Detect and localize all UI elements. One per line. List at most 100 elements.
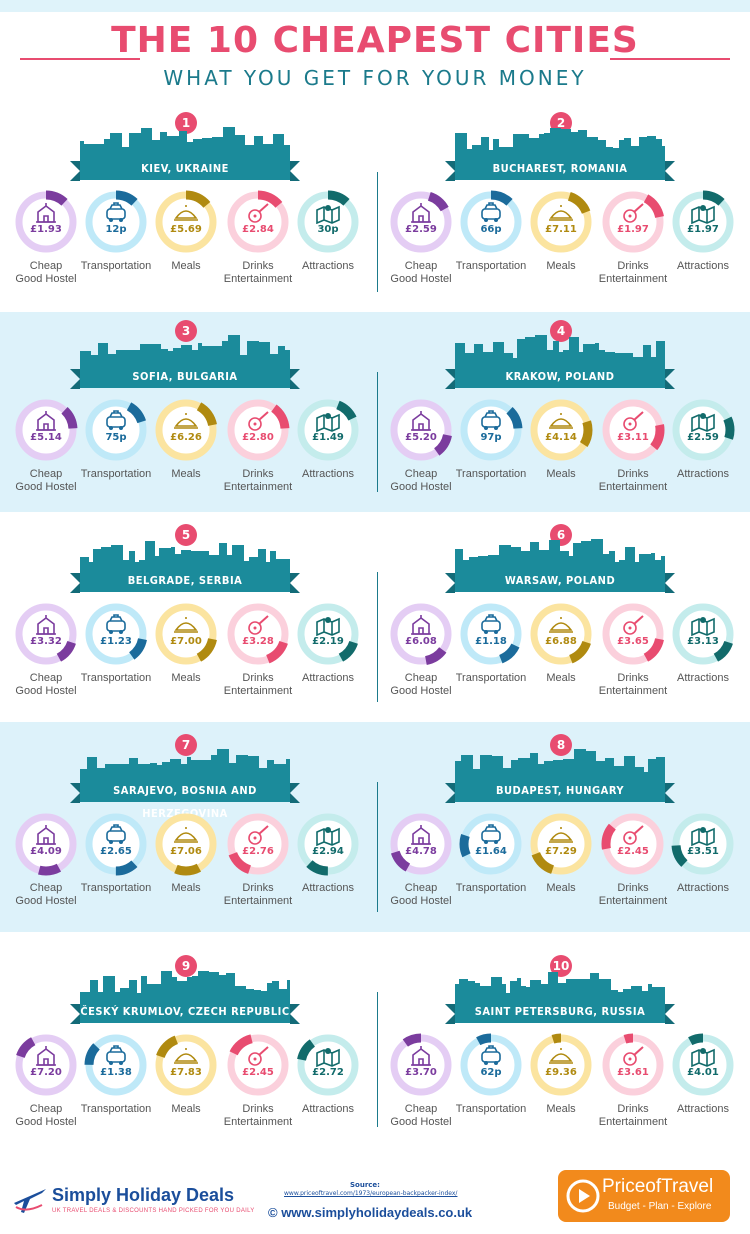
attractions-label: Attractions [677,468,729,480]
cloche-icon [172,202,200,224]
map-icon [689,614,717,637]
hostel-price: £5.20 [405,432,437,443]
taxi-icon [102,614,130,636]
meals-price: £4.14 [545,432,577,443]
price-of-travel-logo[interactable]: PriceofTravel Budget - Plan - Explore [558,1170,730,1222]
transport-price: 62p [480,1067,502,1078]
partner-name: PriceofTravel [602,1176,714,1197]
drinks-label: Drinks Entertainment [223,672,293,697]
transport-price: £2.65 [100,846,132,857]
transport-label: Transportation [80,672,152,684]
drinks-label: Drinks Entertainment [598,672,668,697]
hostel-label: Cheap Good Hostel [15,1103,77,1128]
site-link[interactable]: © www.simplyholidaydeals.co.uk [268,1205,473,1220]
transport-ring [459,602,523,666]
attractions-label: Attractions [677,672,729,684]
attractions-price: £1.97 [687,224,719,235]
transport-label: Transportation [80,468,152,480]
title-rule-right [610,58,730,60]
hostel-label: Cheap Good Hostel [390,468,452,493]
attractions-label: Attractions [677,882,729,894]
city-name: KRAKOW, POLAND [505,370,615,383]
meals-label: Meals [171,882,201,894]
guitar-icon [619,824,647,846]
source-link[interactable]: www.priceoftravel.com/1973/european-back… [284,1190,458,1197]
airplane-icon [14,1189,46,1213]
transport-ring [459,1033,523,1097]
map-icon [314,1045,342,1068]
meals-price: £6.88 [545,636,577,647]
meals-ring [154,398,218,462]
hostel-icon [407,410,435,432]
drinks-label: Drinks Entertainment [598,260,668,285]
brand-name: Simply Holiday Deals [52,1185,235,1205]
meals-price: £9.36 [545,1067,577,1078]
drinks-price: £2.45 [242,1067,274,1078]
attractions-price: £2.94 [312,846,344,857]
city-card: 6 WARSAW, POLAND £6.08 Cheap Good Hostel £1.… [375,524,750,724]
partner-tagline: Budget - Plan - Explore [608,1201,712,1212]
cloche-icon [172,410,200,432]
hostel-icon [32,202,60,224]
simply-holiday-deals-logo[interactable]: Simply Holiday Deals UK TRAVEL DEALS & D… [12,1183,272,1223]
attractions-price: £4.01 [687,1067,719,1078]
map-icon [689,410,717,433]
hostel-icon [32,1045,60,1067]
meals-ring [154,190,218,254]
top-band [0,0,750,12]
hostel-price: £3.70 [405,1067,437,1078]
hostel-label: Cheap Good Hostel [15,672,77,697]
city-skyline-image [80,332,297,366]
rank-badge: 7 [175,734,197,756]
transport-label: Transportation [455,468,527,480]
city-card: 2 BUCHAREST, ROMANIA £2.59 Cheap Good Hoste… [375,112,750,312]
cloche-icon [547,614,575,636]
rank-badge: 5 [175,524,197,546]
city-name: SAINT PETERSBURG, RUSSIA [474,1005,646,1018]
city-name: BUDAPEST, HUNGARY [495,784,625,797]
transport-ring [84,190,148,254]
transport-price: £1.18 [475,636,507,647]
map-icon [314,202,342,225]
map-icon [689,202,717,225]
guitar-icon [244,202,272,224]
meals-label: Meals [171,1103,201,1115]
city-name-ribbon: BUCHAREST, ROMANIA [445,157,675,181]
meals-price: £7.11 [545,224,577,235]
city-name-ribbon: BUDAPEST, HUNGARY [445,779,675,803]
rank-badge: 8 [550,734,572,756]
cloche-icon [547,202,575,224]
city-name: ČESKÝ KRUMLOV, CZECH REPUBLIC [80,1005,290,1018]
column-divider [377,572,378,702]
city-name: BELGRADE, SERBIA [127,574,243,587]
drinks-price: £3.28 [242,636,274,647]
meals-ring [529,398,593,462]
guitar-icon [619,614,647,636]
page-subtitle: WHAT YOU GET FOR YOUR MONEY [163,66,587,90]
meals-ring [529,812,593,876]
city-card: 4 KRAKOW, POLAND £5.20 Cheap Good Hostel 97p… [375,320,750,520]
hostel-label: Cheap Good Hostel [15,882,77,907]
attractions-label: Attractions [302,882,354,894]
city-card: 7 SARAJEVO, BOSNIA AND HERZEGOVINA £4.09 Ch… [0,734,375,934]
taxi-icon [102,824,130,846]
meals-price: £6.26 [170,432,202,443]
rank-badge: 4 [550,320,572,342]
source-label: Source: [350,1181,380,1189]
drinks-label: Drinks Entertainment [223,882,293,907]
cloche-icon [172,824,200,846]
city-skyline-image [80,536,290,570]
meals-price: £5.69 [170,224,202,235]
city-skyline-image [455,124,670,158]
meals-price: £7.06 [170,846,202,857]
attractions-label: Attractions [677,260,729,272]
brand-tagline: UK TRAVEL DEALS & DISCOUNTS HAND PICKED … [52,1208,255,1214]
city-skyline-image [80,120,293,158]
taxi-icon [477,1045,505,1067]
city-card: 5 BELGRADE, SERBIA £3.32 Cheap Good Hostel £… [0,524,375,724]
column-divider [377,782,378,912]
meals-label: Meals [171,468,201,480]
rank-badge: 10 [550,955,572,977]
drinks-price: £1.97 [617,224,649,235]
hostel-icon [32,824,60,846]
